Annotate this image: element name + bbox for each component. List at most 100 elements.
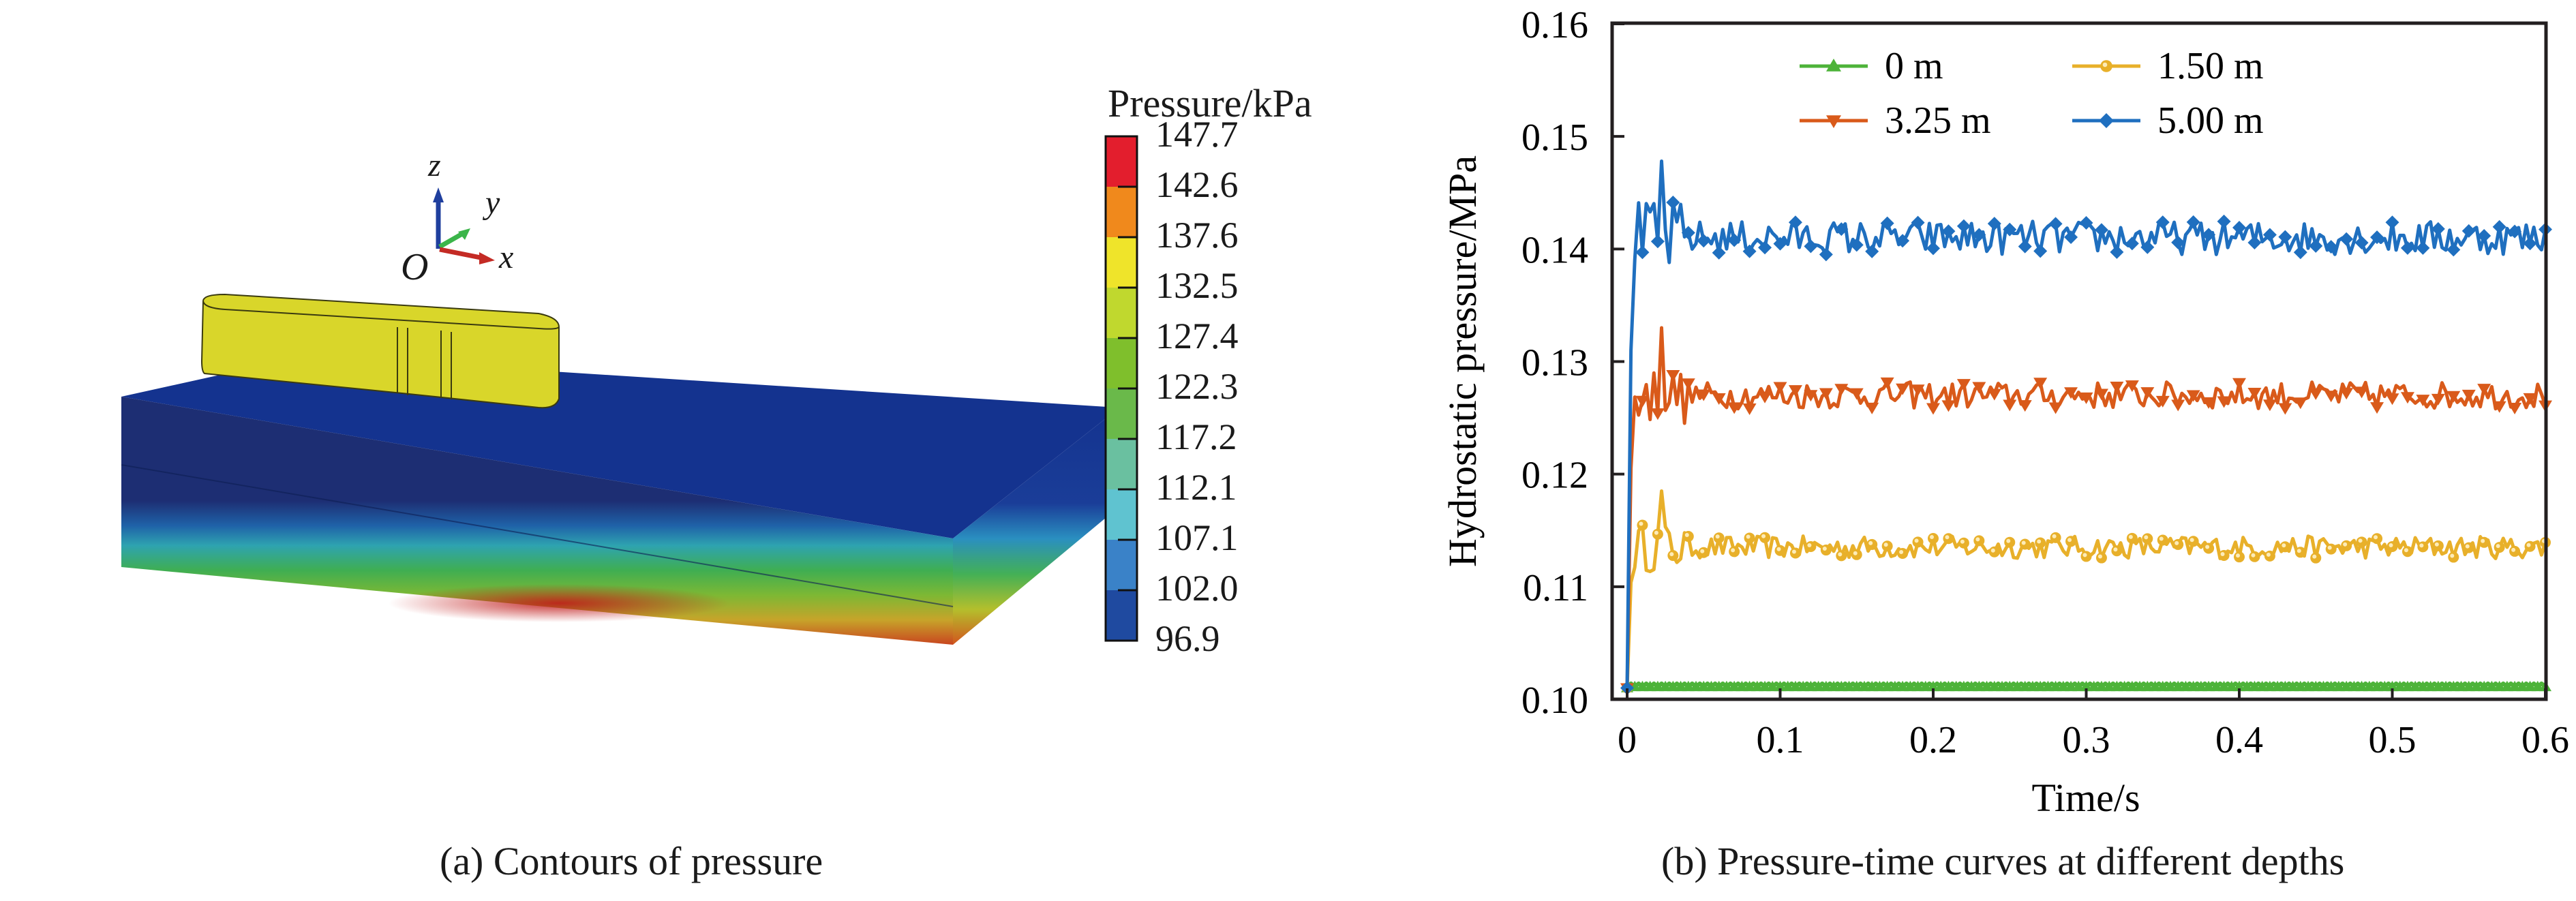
colorbar-band	[1106, 590, 1137, 641]
colorbar-label: 122.3	[1155, 366, 1239, 407]
colorbar-band	[1106, 338, 1137, 388]
legend-label: 5.00 m	[2157, 100, 2264, 142]
data-point-marker	[2003, 222, 2017, 236]
colorbar-label: 142.6	[1155, 164, 1239, 205]
data-point-marker	[2079, 392, 2093, 404]
data-point-marker	[1849, 238, 1864, 252]
y-tick-label: 0.12	[1521, 455, 1588, 497]
data-point-marker	[2110, 381, 2124, 393]
data-point-marker	[1788, 215, 1802, 230]
data-point-marker	[2262, 228, 2277, 242]
y-axis-label: y	[485, 185, 500, 221]
colorbar-label: 112.1	[1155, 467, 1237, 508]
data-point-marker	[1956, 219, 1971, 233]
y-tick-label: 0.14	[1521, 229, 1588, 271]
data-point-marker	[2140, 240, 2155, 254]
data-point-marker	[1650, 234, 1665, 249]
data-point-marker	[1880, 216, 1894, 230]
data-point-marker	[2354, 236, 2369, 250]
colorbar-label: 137.6	[1155, 215, 1239, 256]
plot-frame	[1610, 21, 2548, 701]
data-point-marker	[2048, 217, 2063, 231]
data-point-marker	[2186, 390, 2200, 402]
data-point-marker	[2477, 384, 2491, 396]
colorbar-band	[1106, 237, 1137, 288]
contour-figure	[121, 187, 1118, 645]
data-point-marker	[1987, 388, 2001, 401]
legend-item: 5.00 m	[2072, 100, 2264, 142]
x-axis-title: Time/s	[2031, 776, 2140, 820]
data-point-marker	[2262, 399, 2277, 412]
data-point-marker	[1773, 236, 1787, 251]
data-point-marker	[1911, 384, 1925, 397]
colorbar-label: 127.4	[1155, 316, 1239, 356]
series-line	[1625, 326, 2547, 688]
data-point-marker	[2217, 214, 2231, 228]
series-line	[1625, 489, 2547, 688]
data-point-marker	[2293, 397, 2307, 410]
high-pressure-zone	[389, 584, 729, 622]
data-point-marker	[2064, 387, 2078, 399]
data-point-marker	[2048, 402, 2063, 414]
colorbar-band	[1106, 388, 1137, 439]
data-point-marker	[1681, 226, 1695, 240]
data-point-marker	[2324, 240, 2338, 254]
series-line	[1625, 159, 2547, 688]
data-point-marker	[2508, 224, 2522, 239]
data-point-marker	[2155, 215, 2170, 230]
data-point-marker	[1773, 382, 1787, 394]
colorbar-label: 96.9	[1155, 618, 1220, 659]
z-axis-label: z	[428, 147, 441, 183]
data-point-marker	[2461, 224, 2476, 238]
data-point-marker	[1712, 245, 1726, 260]
data-point-marker	[2461, 389, 2476, 401]
colorbar-label: 117.2	[1155, 416, 1237, 457]
data-point-marker	[2309, 388, 2323, 400]
data-point-marker	[2155, 395, 2170, 408]
data-point-marker	[2278, 230, 2292, 244]
colorbar-band	[1106, 187, 1137, 237]
data-point-marker	[2217, 396, 2231, 408]
legend-label: 1.50 m	[2157, 45, 2264, 87]
y-tick-label: 0.11	[1523, 567, 1588, 609]
series-3-25-m	[1620, 326, 2552, 695]
data-point-marker	[1727, 402, 1742, 414]
data-point-marker	[1865, 402, 1879, 414]
legend-item: 1.50 m	[2072, 45, 2264, 87]
colorbar-band	[1106, 489, 1137, 540]
data-point-marker	[2400, 392, 2414, 404]
y-tick-label: 0.16	[1521, 4, 1588, 46]
data-point-marker	[2186, 215, 2200, 229]
data-point-marker	[2202, 228, 2216, 242]
x-tick-label: 0.3	[2063, 719, 2110, 761]
data-point-marker	[2079, 216, 2093, 230]
data-point-marker	[2018, 239, 2032, 254]
x-tick-label: 0	[1618, 719, 1637, 761]
data-point-marker	[2385, 393, 2399, 406]
x-tick-label: 0.6	[2521, 719, 2569, 761]
data-point-marker	[2125, 236, 2139, 251]
origin-label: O	[401, 246, 429, 288]
colorbar-band	[1106, 439, 1137, 489]
data-point-marker	[1896, 234, 1910, 248]
panel-b-pressure-time-chart: 0 0.1 0.2 0.3 0.4 0.5 0.6 0.10 0.11 0.12 0.13 0.14 0…	[1363, 0, 2576, 898]
data-point-marker	[1972, 228, 1986, 242]
data-point-marker	[2508, 403, 2522, 415]
legend-label: 0 m	[1885, 45, 1943, 87]
data-point-marker	[1834, 222, 1849, 236]
data-point-marker	[2110, 245, 2124, 259]
series-5-00-m	[1620, 159, 2552, 695]
data-point-marker	[1880, 377, 1894, 389]
colorbar-band	[1106, 136, 1137, 187]
axis-triad	[433, 187, 495, 264]
data-point-marker	[1635, 245, 1650, 260]
data-point-marker	[2018, 400, 2032, 412]
data-point-marker	[2523, 236, 2537, 251]
data-point-marker	[1804, 239, 1818, 254]
data-point-marker	[2309, 239, 2323, 253]
y-tick-label: 0.15	[1521, 117, 1588, 159]
legend-label: 3.25 m	[1885, 100, 1991, 142]
x-axis-arrow	[439, 247, 481, 260]
colorbar-label: 102.0	[1155, 568, 1239, 609]
data-point-marker	[1650, 408, 1665, 421]
